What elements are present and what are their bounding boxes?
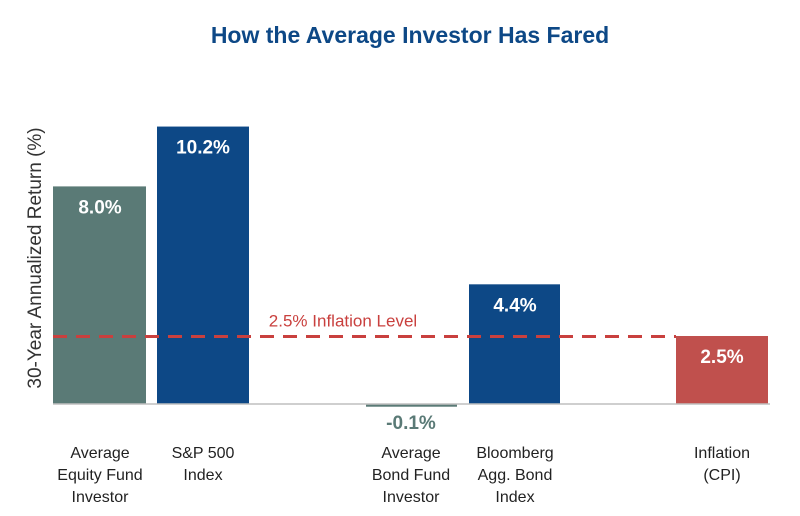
bar-4 [676, 336, 768, 404]
data-label-1: 10.2% [176, 138, 230, 159]
data-label-0: 8.0% [78, 197, 121, 218]
data-label-2: -0.1% [386, 413, 436, 434]
inflation-reference-label: 2.5% Inflation Level [269, 312, 417, 331]
bar-1 [157, 126, 249, 404]
category-label-3-0: Bloomberg [476, 445, 553, 462]
category-label-1-1: Index [183, 467, 222, 484]
reference-layer: 2.5% Inflation Level [53, 312, 676, 338]
labels-layer: 8.0% Average Equity Fund Investor 10.2% S&P 5… [57, 138, 750, 506]
category-label-0-0: Average [70, 445, 129, 462]
category-label-3-2: Index [495, 489, 534, 506]
axis-layer: 30-Year Annualized Return (%) [25, 127, 770, 405]
category-label-3-1: Agg. Bond [478, 467, 553, 484]
category-label-2-0: Average [381, 445, 440, 462]
bar-0 [53, 186, 146, 404]
category-label-4-0: Inflation [694, 445, 750, 462]
data-label-4: 2.5% [700, 347, 743, 368]
category-label-2-2: Investor [383, 489, 441, 506]
category-label-2-1: Bond Fund [372, 467, 450, 484]
category-label-0-1: Equity Fund [57, 467, 142, 484]
data-label-3: 4.4% [493, 295, 536, 316]
bar-3 [469, 284, 560, 404]
y-axis-label: 30-Year Annualized Return (%) [25, 127, 46, 388]
bars-layer [53, 126, 768, 407]
bar-2 [366, 404, 457, 407]
chart-title: How the Average Investor Has Fared [210, 22, 610, 48]
category-label-1-0: S&P 500 [172, 445, 235, 462]
category-label-0-2: Investor [72, 489, 130, 506]
category-label-4-1: (CPI) [703, 467, 740, 484]
